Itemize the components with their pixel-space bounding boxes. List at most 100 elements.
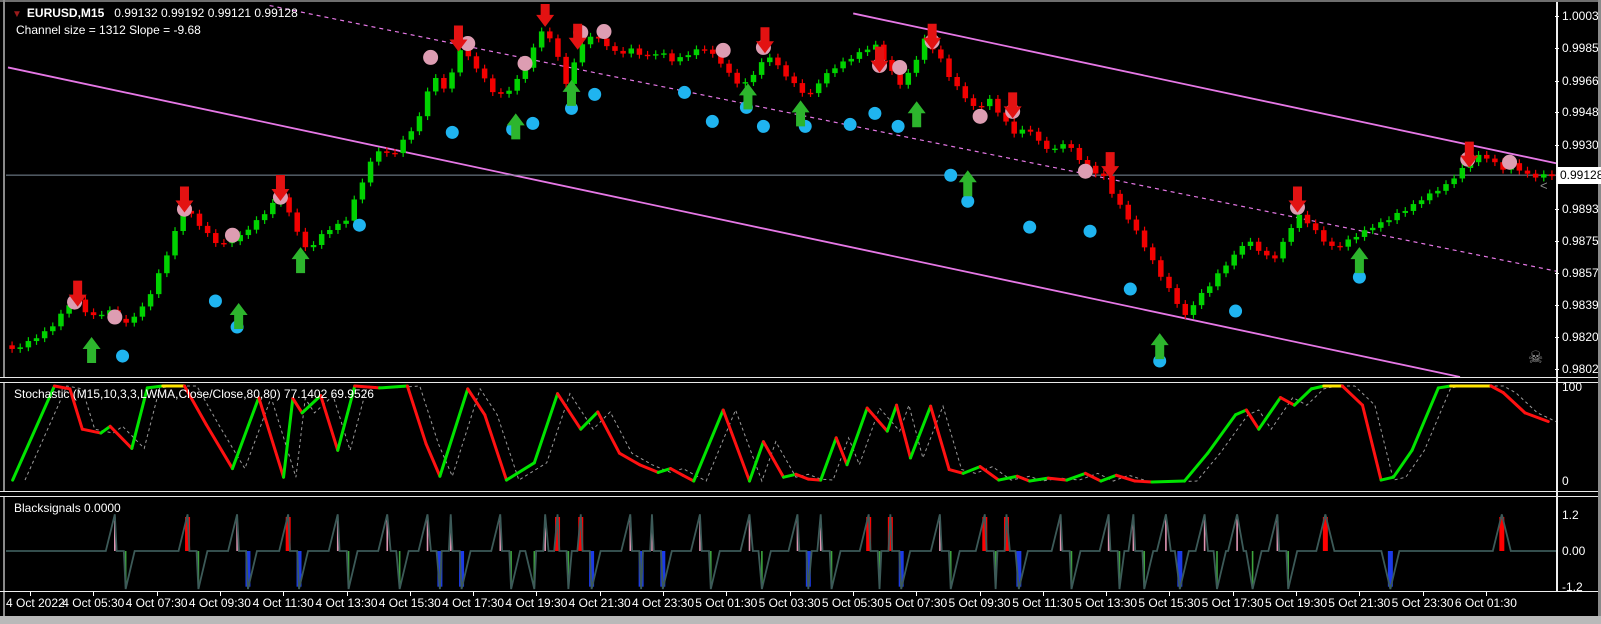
- candle: [506, 90, 512, 94]
- time-axis-label: 4 Oct 11:30: [252, 596, 314, 610]
- sell-arrow-icon: [449, 25, 468, 52]
- candle: [400, 139, 406, 154]
- candle: [620, 50, 626, 54]
- candle: [1076, 147, 1083, 161]
- stochastic-segment: [834, 436, 849, 467]
- stochastic-segment: [885, 403, 899, 433]
- pink-dot-signal: [972, 108, 988, 124]
- stochastic-segment: [80, 427, 103, 435]
- candle: [815, 83, 822, 94]
- time-axis-tick: [346, 592, 348, 596]
- buy-arrow-icon: [907, 101, 926, 128]
- candle: [995, 98, 1001, 113]
- time-axis-border: [0, 591, 1601, 592]
- panel-separator[interactable]: [0, 491, 1601, 497]
- blue-dot-signal: [352, 218, 366, 232]
- candle: [1272, 255, 1278, 259]
- main-price-chart[interactable]: [6, 4, 1557, 378]
- price-axis-tick: [1555, 304, 1559, 306]
- time-axis-tick: [536, 592, 538, 596]
- time-axis-tick: [219, 592, 221, 596]
- sell-arrow-icon: [568, 23, 587, 50]
- stochastic-segment: [1436, 384, 1453, 390]
- channel-median-line[interactable]: [269, 4, 1557, 272]
- time-axis-label: 5 Oct 09:30: [948, 596, 1011, 610]
- candle: [1524, 170, 1531, 174]
- candle: [628, 48, 635, 54]
- panel-separator[interactable]: [0, 377, 1601, 383]
- time-axis-label: 4 Oct 2022: [6, 596, 65, 610]
- blacksignals-panel[interactable]: [6, 497, 1557, 591]
- candle: [1402, 210, 1409, 213]
- candle: [465, 50, 472, 57]
- channel-border-line[interactable]: [7, 66, 1461, 378]
- stochastic-segment: [819, 436, 838, 482]
- price-shift-icon[interactable]: <: [1540, 178, 1548, 193]
- candle: [1459, 167, 1466, 179]
- time-axis-label: 5 Oct 23:30: [1391, 596, 1454, 610]
- window-border-right: [1598, 0, 1601, 624]
- candle: [473, 56, 480, 69]
- candle: [709, 49, 716, 54]
- candle: [1475, 154, 1482, 163]
- stochastic-segment: [1361, 403, 1383, 482]
- candle: [905, 72, 912, 85]
- candle: [1109, 176, 1115, 194]
- candle: [392, 152, 398, 155]
- candle: [1288, 228, 1294, 242]
- window-border-left: [3, 0, 5, 624]
- candle: [416, 116, 423, 132]
- candle: [864, 49, 871, 53]
- stochastic-segment: [1340, 384, 1364, 407]
- candle: [579, 44, 586, 63]
- candle: [1133, 219, 1140, 231]
- candle: [367, 161, 374, 183]
- time-axis-tick: [409, 592, 411, 596]
- candle: [1019, 129, 1026, 134]
- candle: [669, 53, 675, 62]
- symbol-dropdown-icon[interactable]: ▼: [12, 9, 22, 20]
- candle: [1174, 288, 1180, 304]
- candle: [131, 316, 138, 323]
- candle: [1516, 163, 1523, 171]
- candle: [1353, 236, 1360, 240]
- stochastic-main-line: [11, 384, 1550, 484]
- candle: [1378, 222, 1384, 228]
- candle: [636, 48, 643, 55]
- candle: [1345, 239, 1351, 247]
- channel-border-line[interactable]: [853, 12, 1557, 165]
- stochastic-segment: [300, 394, 323, 415]
- stochastic-segment: [1065, 471, 1087, 482]
- candle: [807, 92, 814, 95]
- candle: [82, 299, 89, 313]
- blue-dot-signal: [868, 106, 882, 120]
- stochastic-segment: [1489, 384, 1505, 395]
- time-axis-tick: [93, 592, 95, 596]
- stochastic-segment: [1114, 473, 1137, 483]
- time-axis-label: 4 Oct 17:30: [442, 596, 505, 610]
- candle: [327, 230, 333, 235]
- candle: [685, 55, 692, 58]
- candle: [742, 82, 749, 84]
- candle: [1215, 273, 1221, 287]
- candle: [302, 231, 309, 248]
- candle: [253, 220, 260, 230]
- stochastic-panel[interactable]: [6, 383, 1557, 491]
- window-border-bottom: [0, 616, 1601, 624]
- stochastic-segment: [319, 394, 340, 452]
- channel-lines-layer: [6, 4, 1557, 378]
- candle: [1060, 144, 1066, 149]
- candle: [1394, 212, 1400, 221]
- stochastic-segment: [282, 396, 295, 479]
- candle: [33, 338, 40, 342]
- stochastic-segment: [596, 410, 621, 455]
- buy-arrow-icon: [82, 336, 101, 363]
- candle: [408, 131, 415, 140]
- stochastic-segment: [1391, 448, 1414, 479]
- blue-dot-signal: [1023, 220, 1037, 234]
- candle: [1337, 245, 1343, 248]
- stochastic-segment: [1015, 474, 1032, 483]
- candle: [375, 151, 382, 162]
- candle: [498, 92, 504, 94]
